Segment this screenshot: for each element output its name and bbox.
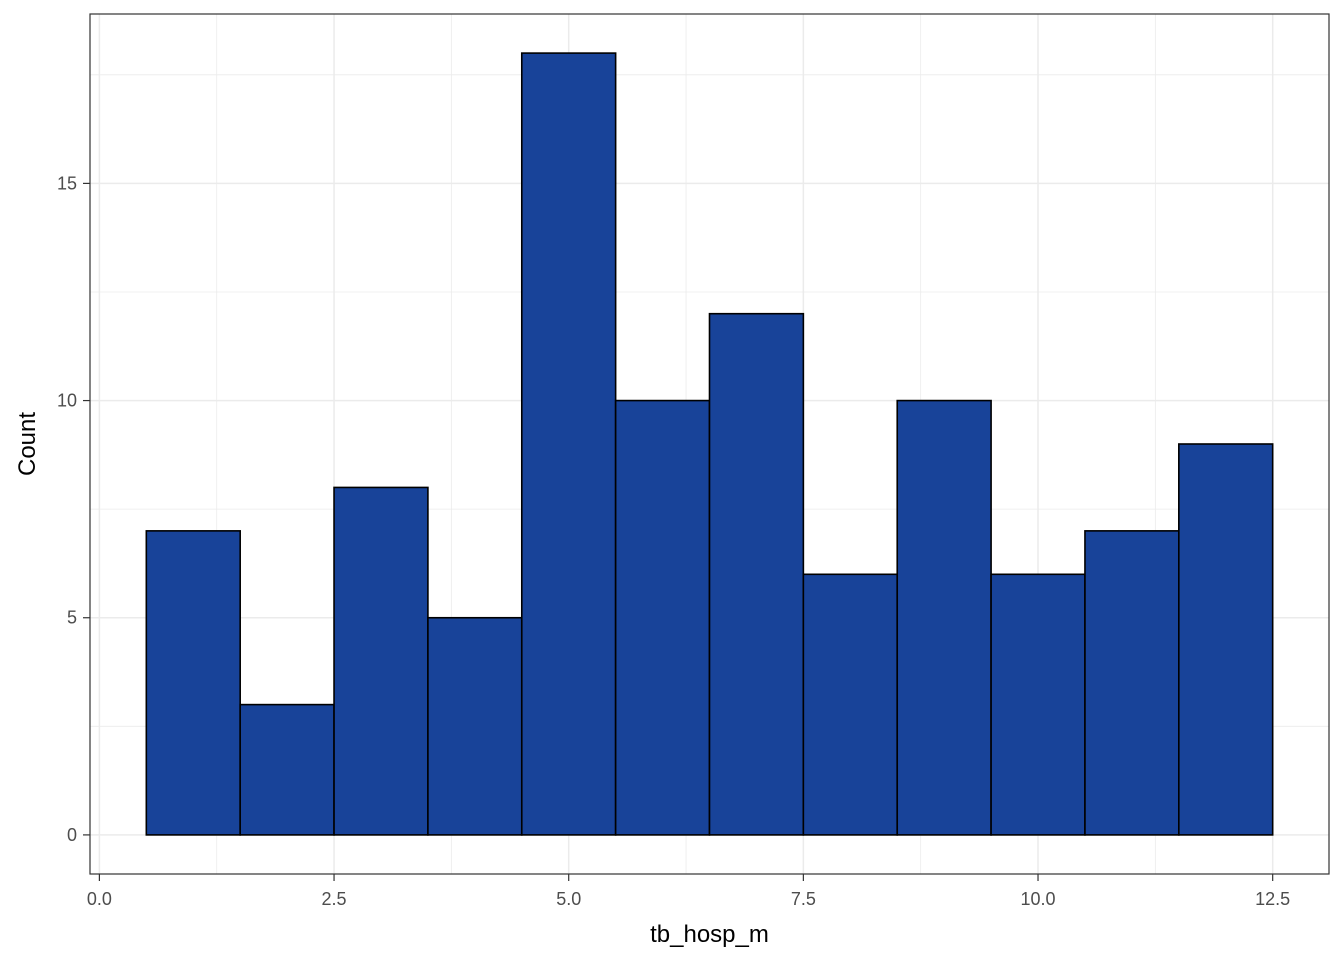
histogram-bar bbox=[614, 399, 711, 836]
histogram-bar bbox=[1178, 443, 1274, 836]
x-axis-title: tb_hosp_m bbox=[650, 921, 769, 948]
x-tick-label: 10.0 bbox=[1020, 889, 1055, 909]
histogram-bar bbox=[145, 530, 241, 836]
y-axis-ticks: 0 5 10 15 bbox=[57, 173, 90, 845]
histogram-bar bbox=[990, 573, 1086, 836]
histogram-bars bbox=[145, 52, 1274, 836]
histogram-bar bbox=[802, 573, 899, 836]
histogram-bar bbox=[333, 486, 429, 836]
histogram-bar bbox=[708, 312, 805, 836]
histogram-bar bbox=[896, 399, 992, 836]
y-axis-title: Count bbox=[14, 412, 41, 476]
x-tick-label: 2.5 bbox=[322, 889, 347, 909]
y-tick-label: 15 bbox=[57, 173, 77, 193]
histogram-bar bbox=[427, 616, 523, 836]
x-tick-label: 0.0 bbox=[87, 889, 112, 909]
y-tick-label: 10 bbox=[57, 391, 77, 411]
histogram-bar bbox=[1084, 530, 1180, 836]
x-tick-label: 7.5 bbox=[791, 889, 816, 909]
x-axis-ticks: 0.0 2.5 5.0 7.5 10.0 12.5 bbox=[87, 874, 1290, 909]
y-tick-label: 0 bbox=[67, 825, 77, 845]
x-tick-label: 5.0 bbox=[556, 889, 581, 909]
x-tick-label: 12.5 bbox=[1255, 889, 1290, 909]
y-tick-label: 5 bbox=[67, 608, 77, 628]
histogram-bar bbox=[520, 52, 617, 836]
panel-border bbox=[89, 13, 1330, 875]
histogram-bar bbox=[239, 703, 335, 836]
